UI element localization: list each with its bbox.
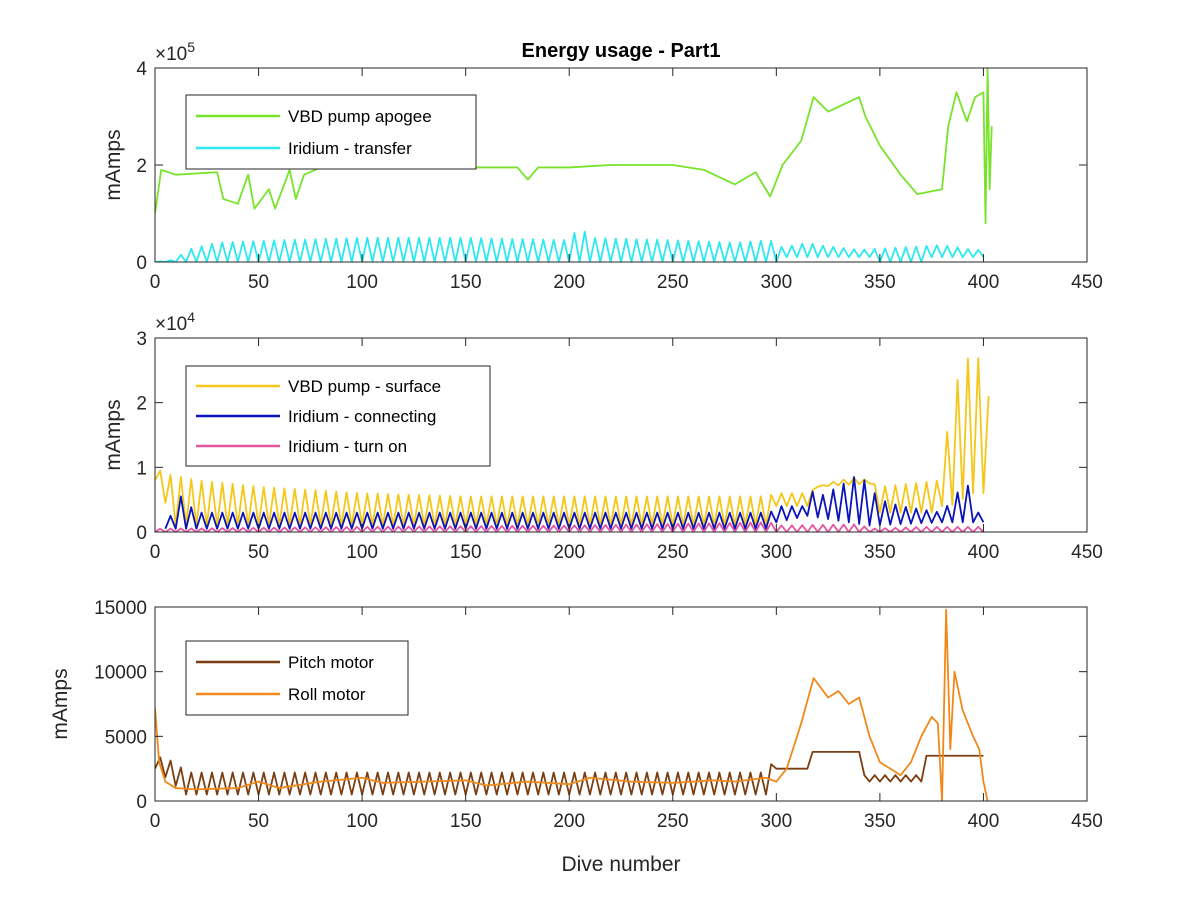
x-tick-label: 0: [150, 811, 161, 832]
x-tick-label: 200: [553, 542, 585, 563]
x-tick-label: 0: [150, 272, 161, 293]
y-tick-label: 2: [136, 156, 147, 177]
series-line-iridium-turn-on: [155, 521, 985, 532]
x-tick-label: 100: [346, 811, 378, 832]
subplot-motors: mAmps Dive number 0 50 100 150 200 250 300 350 4…: [49, 598, 1103, 876]
y-axis-label: mAmps: [102, 399, 125, 470]
legend-label-iridium-connecting: Iridium - connecting: [288, 407, 436, 426]
y-tick-label: 2: [136, 394, 147, 415]
x-tick-label: 400: [968, 811, 1000, 832]
x-tick-label: 450: [1071, 272, 1103, 293]
series-layer: [155, 357, 990, 532]
x-tick-label: 250: [657, 272, 689, 293]
series-line-vbd-pump-surface: [155, 357, 990, 527]
x-tick-label: 50: [248, 542, 269, 563]
y-tick-label: 0: [136, 523, 147, 544]
legend-label-vbd-pump-apogee: VBD pump apogee: [288, 107, 432, 126]
ticks-layer: 0 50 100 150 200 250 300 350 400 450 0 2 4: [136, 59, 1102, 293]
x-tick-label: 0: [150, 542, 161, 563]
x-tick-label: 450: [1071, 542, 1103, 563]
x-tick-label: 450: [1071, 811, 1103, 832]
x-tick-label: 200: [553, 811, 585, 832]
x-axis-label: Dive number: [561, 853, 680, 876]
y-axis-label: mAmps: [102, 129, 125, 200]
series-layer: [155, 68, 993, 262]
legend-box: [185, 94, 477, 170]
legend: VBD pump - surface Iridium - connecting Ir…: [185, 365, 491, 467]
legend: VBD pump apogee Iridium - transfer: [185, 94, 477, 170]
ticks-layer: 0 50 100 150 200 250 300 350 400 450 0 1 2 3: [136, 329, 1102, 563]
legend-label-roll-motor: Roll motor: [288, 685, 366, 704]
y-exponent: ×104: [155, 309, 195, 335]
chart-title: Energy usage - Part1: [522, 40, 721, 62]
x-tick-label: 300: [760, 272, 792, 293]
legend-label-iridium-turn-on: Iridium - turn on: [288, 437, 407, 456]
x-tick-label: 50: [248, 811, 269, 832]
x-tick-label: 100: [346, 542, 378, 563]
subplot-energy-apogee: Energy usage - Part1 ×105 mAmps 0 50 100 15…: [102, 39, 1103, 293]
y-tick-label: 1: [136, 458, 147, 479]
legend-label-iridium-transfer: Iridium - transfer: [288, 139, 412, 158]
x-tick-label: 350: [864, 272, 896, 293]
x-tick-label: 150: [450, 811, 482, 832]
legend-label-vbd-pump-surface: VBD pump - surface: [288, 377, 441, 396]
x-tick-label: 150: [450, 272, 482, 293]
y-tick-label: 0: [136, 792, 147, 813]
x-tick-label: 200: [553, 272, 585, 293]
x-tick-label: 250: [657, 542, 689, 563]
x-tick-label: 400: [968, 272, 1000, 293]
y-tick-label: 10000: [94, 663, 147, 684]
x-tick-label: 350: [864, 542, 896, 563]
y-exponent: ×105: [155, 39, 195, 65]
y-tick-label: 4: [136, 59, 147, 80]
x-tick-label: 50: [248, 272, 269, 293]
axes-frame: [154, 606, 1088, 802]
series-line-iridium-connecting: [164, 476, 985, 530]
y-tick-label: 15000: [94, 598, 147, 619]
x-tick-label: 150: [450, 542, 482, 563]
x-tick-label: 250: [657, 811, 689, 832]
x-tick-label: 300: [760, 811, 792, 832]
series-line-vbd-pump-apogee: [155, 68, 993, 225]
legend: Pitch motor Roll motor: [185, 640, 409, 716]
subplot-energy-surface: ×104 mAmps 0 50 100 150 200 250 300 350 400 450 0 1…: [102, 309, 1103, 563]
y-tick-label: 3: [136, 329, 147, 350]
x-tick-label: 350: [864, 811, 896, 832]
legend-label-pitch-motor: Pitch motor: [288, 653, 374, 672]
x-tick-label: 300: [760, 542, 792, 563]
x-tick-label: 100: [346, 272, 378, 293]
y-tick-label: 0: [136, 253, 147, 274]
y-axis-label: mAmps: [49, 668, 72, 739]
axes-frame: [154, 337, 1088, 533]
x-tick-label: 400: [968, 542, 1000, 563]
ticks-layer: 0 50 100 150 200 250 300 350 400 450 0 5000 10000 150…: [94, 598, 1103, 832]
legend-box: [185, 640, 409, 716]
y-tick-label: 5000: [105, 727, 147, 748]
series-line-roll-motor: [155, 608, 989, 801]
series-line-iridium-transfer: [155, 230, 985, 262]
